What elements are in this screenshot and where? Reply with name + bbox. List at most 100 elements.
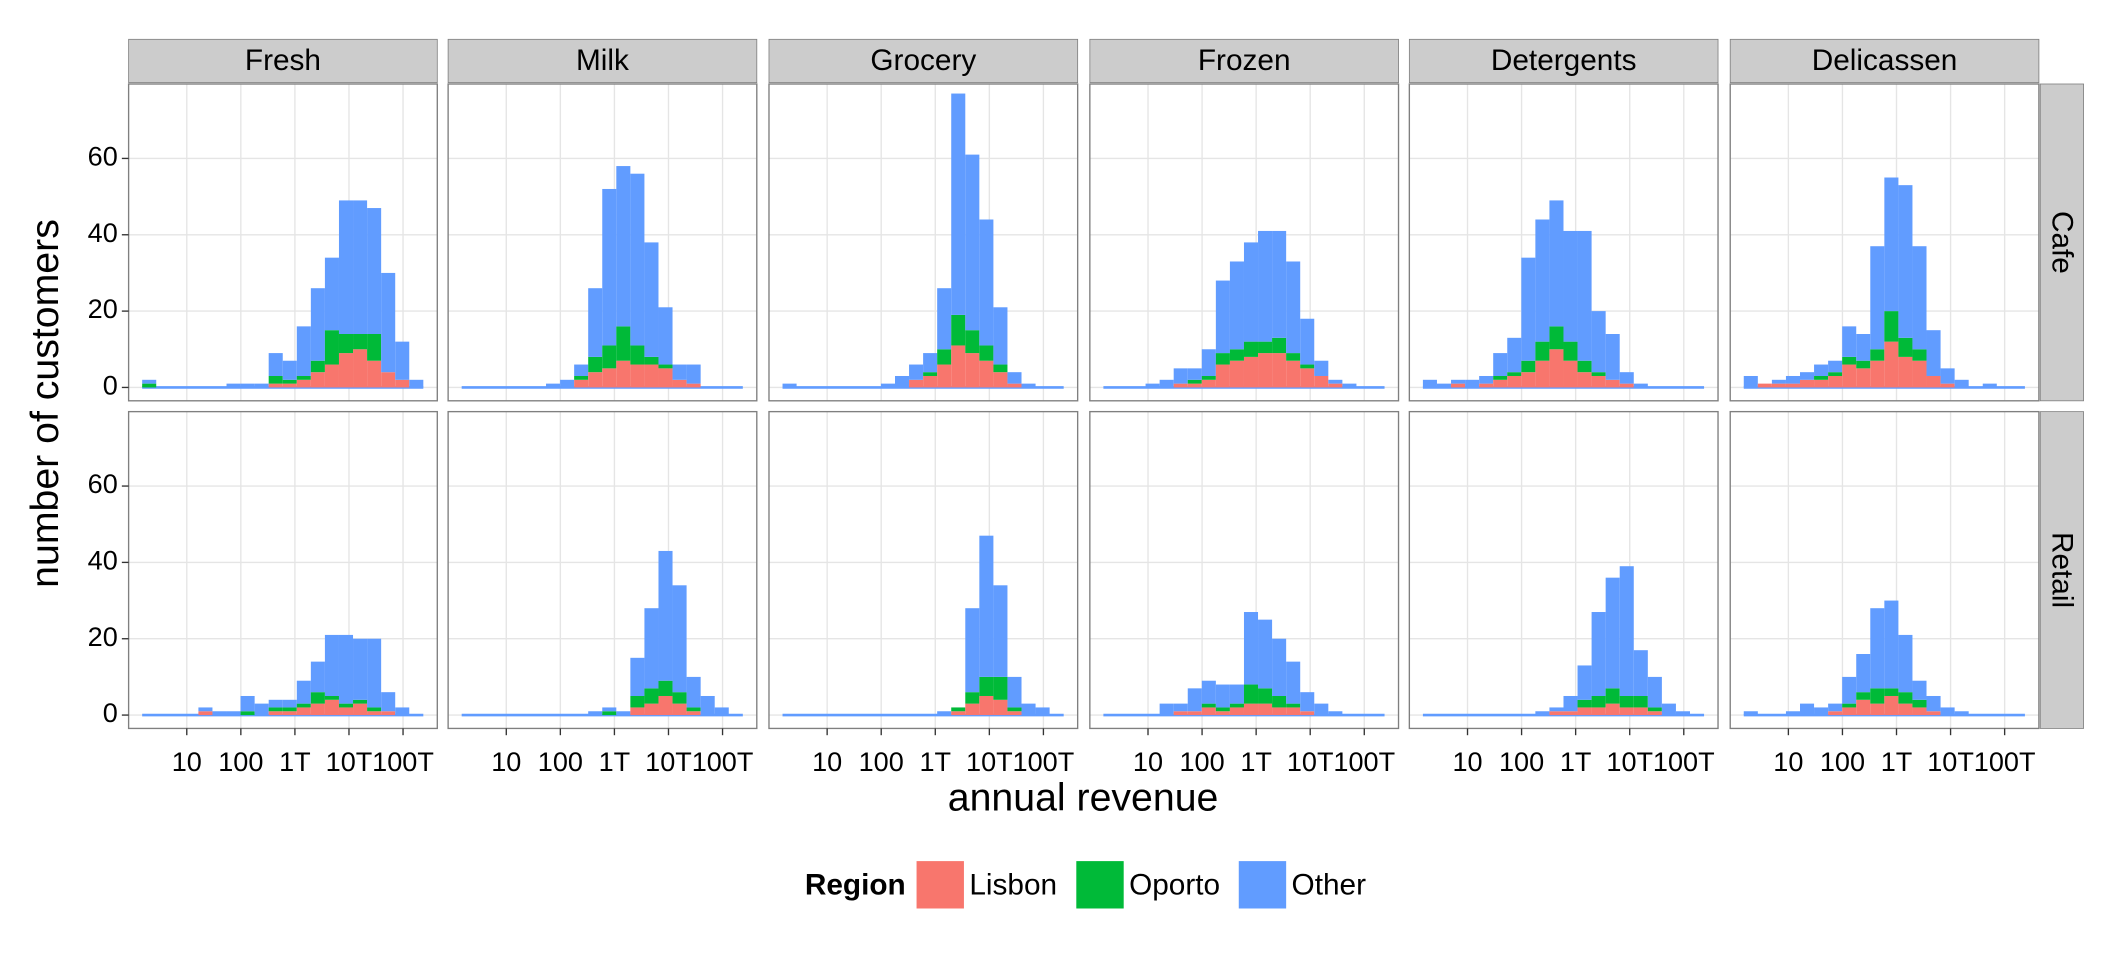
histogram-bar <box>658 307 673 365</box>
histogram-bar <box>310 661 325 693</box>
histogram-bar <box>1215 684 1230 708</box>
histogram-bar <box>965 692 980 704</box>
histogram-bar <box>1856 334 1871 361</box>
histogram-bar <box>993 307 1008 365</box>
histogram-bar <box>1591 695 1606 708</box>
histogram-bar <box>1314 375 1329 388</box>
facet-panel <box>447 410 758 730</box>
histogram-bar <box>1884 688 1899 696</box>
histogram-bar <box>1201 680 1216 704</box>
facet-label: Detergents <box>1491 44 1637 77</box>
y-tick-label: 60 <box>88 468 118 499</box>
facet-panel <box>768 410 1079 730</box>
histogram-bar <box>1940 707 1955 716</box>
histogram-bar <box>1954 379 1969 388</box>
x-tick-label: 10T <box>1606 746 1653 777</box>
histogram-bar <box>965 330 980 354</box>
histogram-bar <box>1563 695 1578 712</box>
histogram-bar <box>1535 341 1550 361</box>
histogram-bar <box>616 326 631 361</box>
histogram-bar <box>1661 703 1676 716</box>
histogram-bar <box>1828 703 1843 712</box>
histogram-bar <box>1035 707 1050 716</box>
histogram-bar <box>1201 379 1216 388</box>
histogram-bar <box>1258 230 1273 342</box>
histogram-bar <box>240 695 255 712</box>
histogram-bar <box>409 379 424 388</box>
histogram-bar <box>381 692 396 712</box>
histogram-bar <box>1258 619 1273 689</box>
histogram-bar <box>1549 707 1564 712</box>
histogram-bar <box>324 330 339 365</box>
facet-panel <box>1089 410 1400 730</box>
histogram-bar <box>979 360 994 388</box>
legend-label: Lisbon <box>969 869 1057 902</box>
histogram-bar <box>1926 330 1941 376</box>
histogram-bar <box>602 711 617 716</box>
panel-border <box>1729 410 2040 730</box>
histogram-bar <box>1870 360 1885 388</box>
histogram-bar <box>630 173 645 346</box>
histogram-bar <box>1286 261 1301 354</box>
histogram-bar <box>1605 379 1620 388</box>
histogram-bar <box>282 707 297 712</box>
x-tick-label: 1T <box>1881 746 1913 777</box>
facet-label: Frozen <box>1198 44 1291 77</box>
histogram-bar <box>1173 703 1188 712</box>
histogram-bar <box>268 707 283 712</box>
histogram-bar <box>1743 711 1758 716</box>
histogram-bar <box>282 379 297 384</box>
facet-strip <box>2039 411 2084 729</box>
facet-label: Grocery <box>870 44 976 77</box>
histogram-bar <box>353 638 368 700</box>
histogram-bar <box>1507 372 1522 376</box>
histogram-bar <box>1229 261 1244 350</box>
panel-border <box>447 83 758 402</box>
histogram-bar <box>644 688 659 704</box>
x-tick-label: 10 <box>1773 746 1803 777</box>
histogram-bar <box>1619 566 1634 696</box>
histogram-bar <box>658 368 673 388</box>
histogram-bar <box>310 692 325 704</box>
histogram-bar <box>367 208 382 335</box>
histogram-bar <box>658 680 673 696</box>
legend-label: Oporto <box>1129 869 1220 902</box>
histogram-bar <box>1243 341 1259 357</box>
histogram-bar <box>1272 230 1287 338</box>
histogram-bar <box>1229 684 1244 704</box>
facet-panel <box>768 83 1079 402</box>
histogram-bar <box>1229 703 1244 708</box>
histogram-bar <box>965 703 980 716</box>
histogram-bar <box>240 383 255 388</box>
histogram-bar <box>1647 707 1662 712</box>
histogram-bar <box>324 634 339 696</box>
histogram-bar <box>1577 230 1592 361</box>
histogram-bar <box>268 699 283 708</box>
facet-label: Retail <box>2046 532 2079 608</box>
histogram-bar <box>1954 711 1969 716</box>
histogram-bar <box>1563 230 1578 342</box>
histogram-bar <box>142 379 157 384</box>
histogram-bar <box>1187 368 1202 380</box>
histogram-bar <box>1898 703 1913 716</box>
histogram-bar <box>672 379 687 388</box>
panel-background <box>768 411 1078 729</box>
histogram-bar <box>1243 612 1259 685</box>
histogram-bar <box>909 364 924 380</box>
histogram-bar <box>381 372 396 388</box>
histogram-bar <box>1286 703 1301 708</box>
histogram-bar <box>1479 383 1494 388</box>
histogram-bar <box>1870 608 1885 689</box>
histogram-bar <box>686 383 701 388</box>
histogram-bar <box>1201 349 1216 376</box>
histogram-bar <box>1912 349 1927 361</box>
histogram-bar <box>979 219 994 346</box>
histogram-bar <box>1535 711 1550 716</box>
histogram-bar <box>395 341 410 380</box>
histogram-bar <box>1215 364 1230 388</box>
histogram-bar <box>1842 326 1857 357</box>
histogram-bar <box>1605 334 1620 380</box>
histogram-bar <box>282 699 297 708</box>
facet-panel <box>1729 410 2040 730</box>
histogram-bar <box>1605 577 1620 689</box>
